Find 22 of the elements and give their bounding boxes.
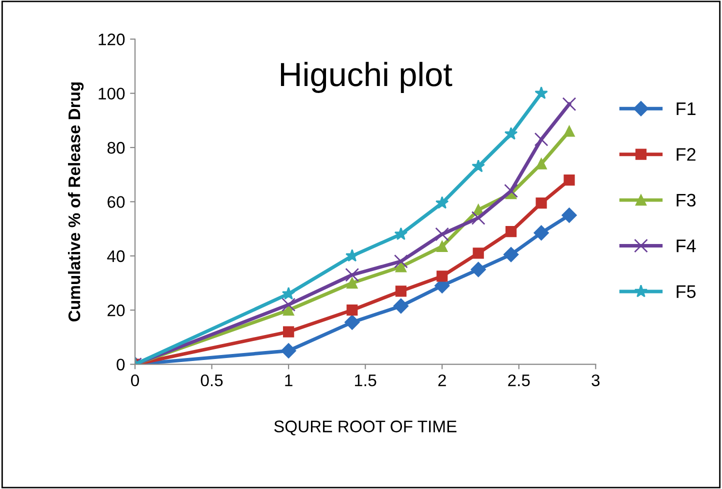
legend-label: F1 <box>676 102 696 115</box>
x-tick-label: 0.5 <box>200 374 223 386</box>
y-tick-label: 60 <box>108 196 125 208</box>
x-tick-label: 3 <box>592 374 600 386</box>
y-axis-title: Cumulative % of Release Drug <box>68 82 84 322</box>
y-tick-label: 0 <box>116 358 125 371</box>
legend-label: F2 <box>676 148 696 161</box>
x-axis-title: SQURE ROOT OF TIME <box>274 420 456 436</box>
legend-label: F4 <box>676 240 696 252</box>
legend-label: F5 <box>676 285 696 298</box>
text: Higuchi plot <box>280 62 452 93</box>
y-tick-label: 100 <box>98 88 125 100</box>
y-tick-label: 120 <box>98 34 125 46</box>
x-tick-label: 1 <box>285 374 292 386</box>
y-tick-label: 40 <box>107 250 125 262</box>
y-tick-label: 20 <box>108 304 125 316</box>
x-tick-label: 0 <box>131 374 139 386</box>
y-tick-label: 80 <box>107 142 125 154</box>
x-tick-label: 1.5 <box>355 374 376 386</box>
x-tick-label: 2 <box>438 374 446 386</box>
legend-label: F3 <box>676 194 696 207</box>
x-tick-label: 2.5 <box>508 374 530 386</box>
